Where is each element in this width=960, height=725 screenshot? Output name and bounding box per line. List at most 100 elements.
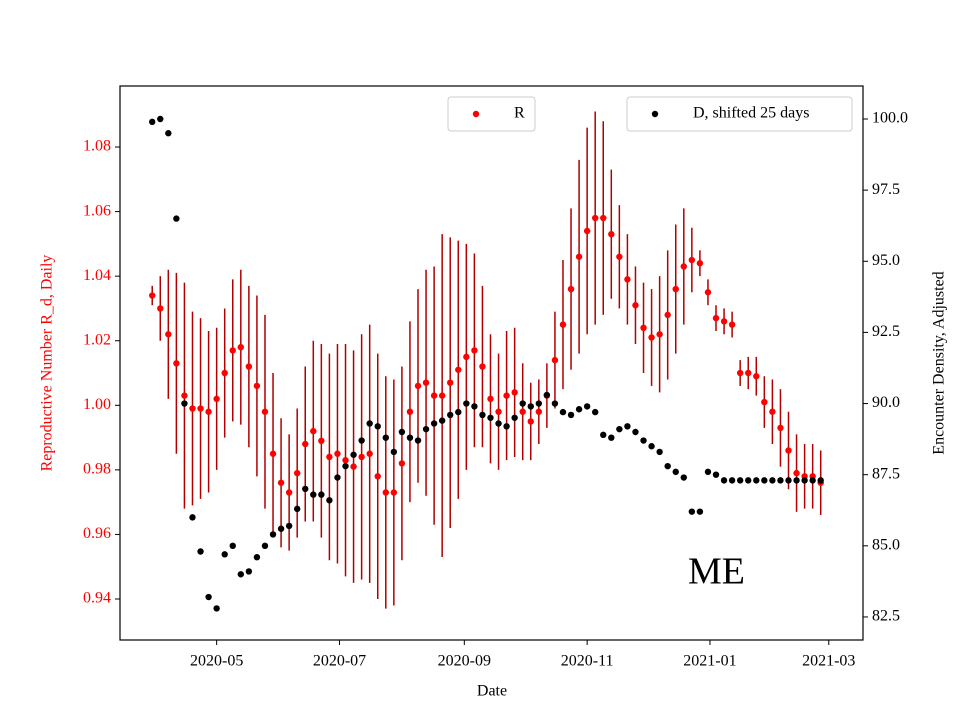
point xyxy=(728,321,736,328)
point xyxy=(358,437,365,444)
legend-marker xyxy=(651,110,659,118)
point xyxy=(535,400,543,407)
y-tick-label: 1.00 xyxy=(83,396,111,413)
y2-axis-label: Encounter Density, Adjusted xyxy=(931,271,948,454)
point xyxy=(753,373,760,380)
point xyxy=(495,408,502,415)
point xyxy=(277,525,285,532)
point xyxy=(664,462,671,470)
y2-tick-label: 82.5 xyxy=(872,608,900,625)
point xyxy=(261,408,269,415)
point xyxy=(511,389,518,396)
point xyxy=(253,382,261,390)
point xyxy=(503,392,510,399)
point xyxy=(583,227,591,235)
point xyxy=(648,443,655,450)
point xyxy=(342,456,349,464)
point xyxy=(398,428,406,436)
point xyxy=(543,391,551,399)
point xyxy=(229,542,236,550)
point xyxy=(310,491,317,498)
point xyxy=(567,285,575,293)
point xyxy=(293,505,301,513)
point xyxy=(656,448,663,456)
point xyxy=(414,382,422,390)
point xyxy=(624,276,631,283)
point xyxy=(616,253,623,260)
point xyxy=(591,408,599,416)
point xyxy=(422,379,430,386)
point xyxy=(736,369,744,377)
point xyxy=(777,424,784,432)
point xyxy=(229,347,236,354)
point xyxy=(253,553,261,561)
point xyxy=(785,447,792,454)
point xyxy=(173,360,180,367)
point xyxy=(575,406,583,413)
point xyxy=(447,379,454,386)
point xyxy=(704,468,712,476)
point xyxy=(205,408,212,415)
point xyxy=(382,489,389,496)
point xyxy=(680,474,687,481)
point xyxy=(213,605,220,612)
point xyxy=(165,331,172,338)
point xyxy=(753,477,760,484)
point xyxy=(374,423,381,430)
point xyxy=(777,477,784,484)
point xyxy=(245,363,253,370)
point xyxy=(503,423,510,430)
point xyxy=(237,571,245,578)
point xyxy=(221,551,228,558)
x-tick-label: 2020-07 xyxy=(313,653,366,670)
point xyxy=(519,408,526,415)
point xyxy=(551,356,559,364)
point xyxy=(648,334,655,341)
point xyxy=(559,408,567,416)
y-tick-label: 1.08 xyxy=(83,138,111,155)
point xyxy=(664,311,671,319)
x-tick-label: 2021-03 xyxy=(802,653,855,670)
point xyxy=(704,289,712,296)
legend-box xyxy=(447,96,536,132)
y2-tick-label: 95.0 xyxy=(872,252,900,269)
point xyxy=(358,453,365,461)
point xyxy=(817,477,824,484)
point xyxy=(165,130,172,137)
point xyxy=(302,440,309,448)
point xyxy=(793,469,800,477)
y2-tick-label: 100.0 xyxy=(872,110,908,127)
point xyxy=(269,531,277,538)
x-tick-label: 2020-09 xyxy=(438,653,491,670)
point xyxy=(318,437,325,445)
x-tick-label: 2020-05 xyxy=(190,653,243,670)
point xyxy=(712,471,720,478)
point xyxy=(438,392,446,399)
legend-label: D, shifted 25 days xyxy=(693,105,809,122)
point xyxy=(479,363,486,370)
point xyxy=(793,477,800,484)
point xyxy=(769,477,776,484)
point xyxy=(487,414,494,421)
point xyxy=(189,514,196,521)
y2-tick-label: 87.5 xyxy=(872,465,900,482)
point xyxy=(761,398,768,406)
point xyxy=(318,491,325,498)
point xyxy=(382,434,389,441)
legend-box xyxy=(626,96,853,132)
y-tick-label: 0.94 xyxy=(83,590,111,607)
point xyxy=(745,477,752,484)
point xyxy=(471,403,478,410)
point xyxy=(809,477,816,484)
point xyxy=(591,214,599,222)
y-axis-label: Reproductive Number R_d, Daily xyxy=(39,255,56,472)
point xyxy=(430,392,438,399)
point xyxy=(608,230,615,238)
point xyxy=(801,477,808,484)
point xyxy=(350,451,357,458)
point xyxy=(736,477,744,484)
point xyxy=(197,548,204,555)
point xyxy=(463,353,470,361)
point xyxy=(463,400,470,407)
